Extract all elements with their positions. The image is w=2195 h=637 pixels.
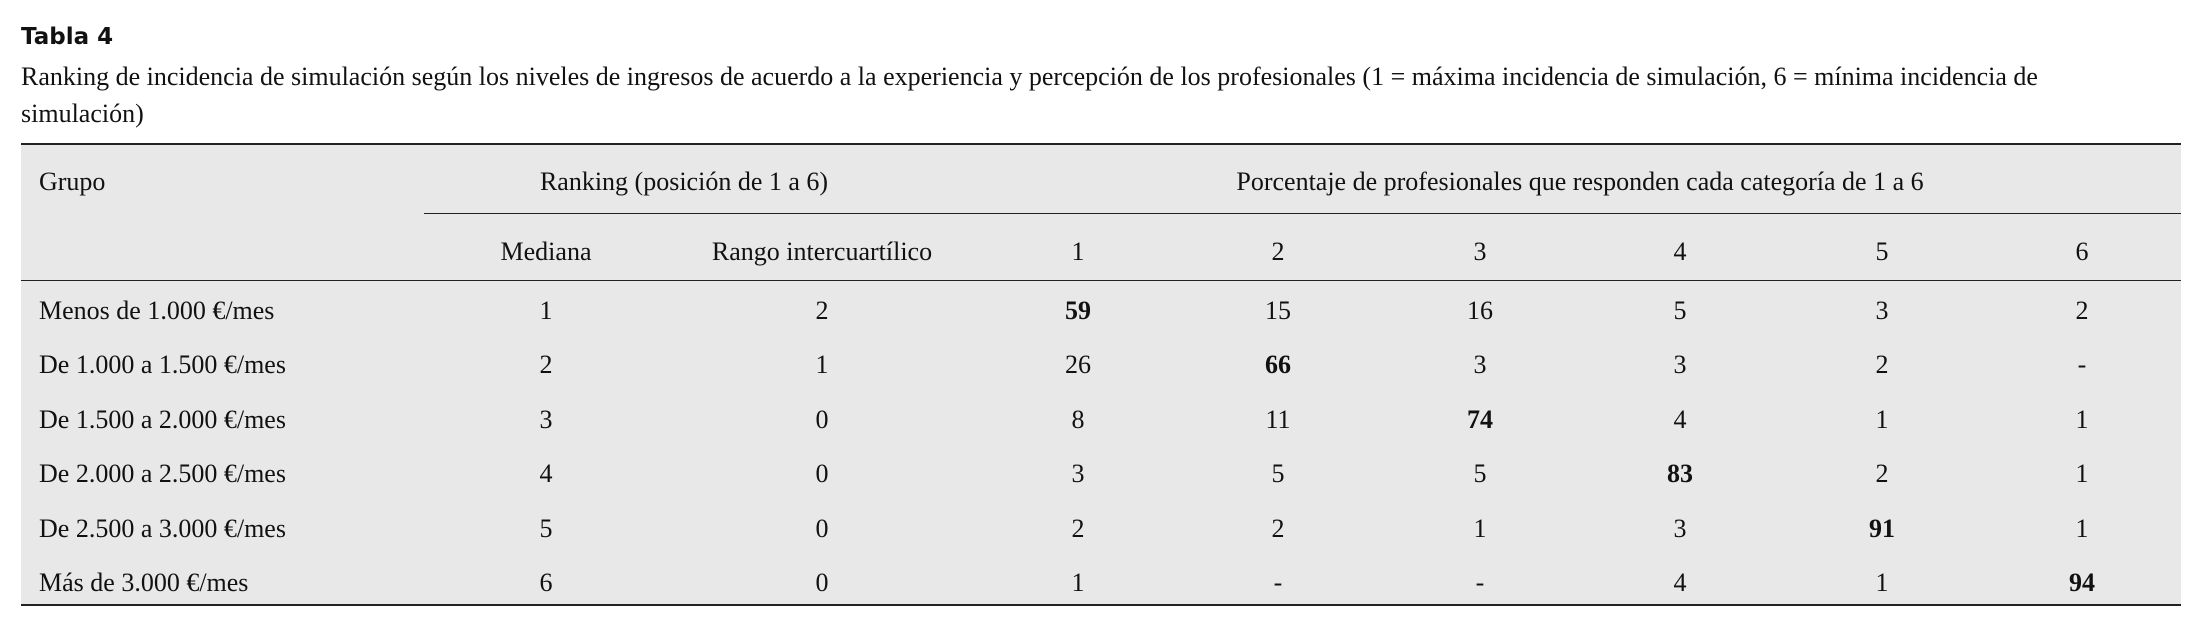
- header-rule: [424, 213, 2181, 214]
- cell: -: [2077, 350, 2087, 380]
- cell: 1: [2075, 404, 2089, 434]
- cell: 4: [539, 459, 553, 489]
- header-cell: Ranking (posición de 1 a 6): [539, 167, 829, 196]
- cell: 26: [1065, 350, 1091, 380]
- column-header: 5: [1875, 237, 1889, 266]
- column-header: 4: [1673, 237, 1687, 266]
- row-label: Más de 3.000 €/mes: [39, 568, 249, 597]
- column-header: 2: [1271, 237, 1285, 266]
- column-header: 3: [1473, 237, 1487, 266]
- cell: -: [1475, 568, 1485, 597]
- cell: 2: [1875, 459, 1889, 489]
- cell: 6: [539, 568, 553, 597]
- table: Grupo Ranking (posición de 1 a 6) Porcenta…: [21, 143, 2181, 606]
- column-header: Rango intercuartílico: [711, 237, 933, 266]
- cell: 91: [1869, 513, 1895, 543]
- table-title: Tabla 4: [21, 24, 114, 50]
- cell: 5: [1673, 296, 1687, 325]
- cell: 66: [1265, 350, 1291, 380]
- cell: 3: [1071, 459, 1085, 489]
- cell: 5: [1271, 459, 1285, 489]
- cell: 1: [1473, 513, 1487, 543]
- cell: 0: [815, 404, 829, 434]
- column-header: 1: [1071, 237, 1085, 266]
- cell: 83: [1667, 459, 1693, 489]
- cell: 2: [2075, 296, 2089, 325]
- cell: 1: [2075, 459, 2089, 489]
- cell: 3: [1673, 513, 1687, 543]
- row-label: De 1.000 a 1.500 €/mes: [39, 350, 286, 380]
- cell: 1: [2075, 513, 2089, 543]
- cell: -: [1273, 568, 1283, 597]
- header-cell: Grupo: [39, 167, 106, 196]
- cell: 15: [1265, 296, 1291, 325]
- row-label: De 1.500 a 2.000 €/mes: [39, 404, 286, 434]
- cell: 3: [1473, 350, 1487, 380]
- cell: 59: [1065, 296, 1091, 325]
- column-header: 6: [2075, 237, 2089, 266]
- cell: 16: [1467, 296, 1493, 325]
- cell: 5: [1473, 459, 1487, 489]
- cell: 4: [1673, 404, 1687, 434]
- column-header: Mediana: [500, 237, 592, 266]
- cell: 2: [815, 296, 829, 325]
- row-label: Menos de 1.000 €/mes: [39, 296, 275, 325]
- cell: 2: [1875, 350, 1889, 380]
- header-rule: [21, 280, 2181, 281]
- cell: 3: [539, 404, 553, 434]
- cell: 3: [1673, 350, 1687, 380]
- cell: 4: [1673, 568, 1687, 597]
- cell: 11: [1265, 404, 1291, 434]
- cell: 74: [1467, 404, 1493, 434]
- cell: 3: [1875, 296, 1889, 325]
- cell: 8: [1071, 404, 1085, 434]
- cell: 2: [1071, 513, 1085, 543]
- cell: 5: [539, 513, 553, 543]
- table-caption: Ranking de incidencia de simulación segú…: [21, 62, 2038, 128]
- cell: 1: [1071, 568, 1085, 597]
- cell: 0: [815, 568, 829, 597]
- cell: 1: [1875, 568, 1889, 597]
- cell: 2: [1271, 513, 1285, 543]
- row-label: De 2.500 a 3.000 €/mes: [39, 513, 286, 543]
- cell: 0: [815, 459, 829, 489]
- header-cell: Porcentaje de profesionales que responde…: [1236, 167, 1924, 196]
- cell: 2: [539, 350, 553, 380]
- row-label: De 2.000 a 2.500 €/mes: [39, 459, 286, 489]
- cell: 94: [2069, 568, 2095, 597]
- cell: 1: [539, 296, 553, 325]
- cell: 1: [815, 350, 829, 380]
- cell: 1: [1875, 404, 1889, 434]
- cell: 0: [815, 513, 829, 543]
